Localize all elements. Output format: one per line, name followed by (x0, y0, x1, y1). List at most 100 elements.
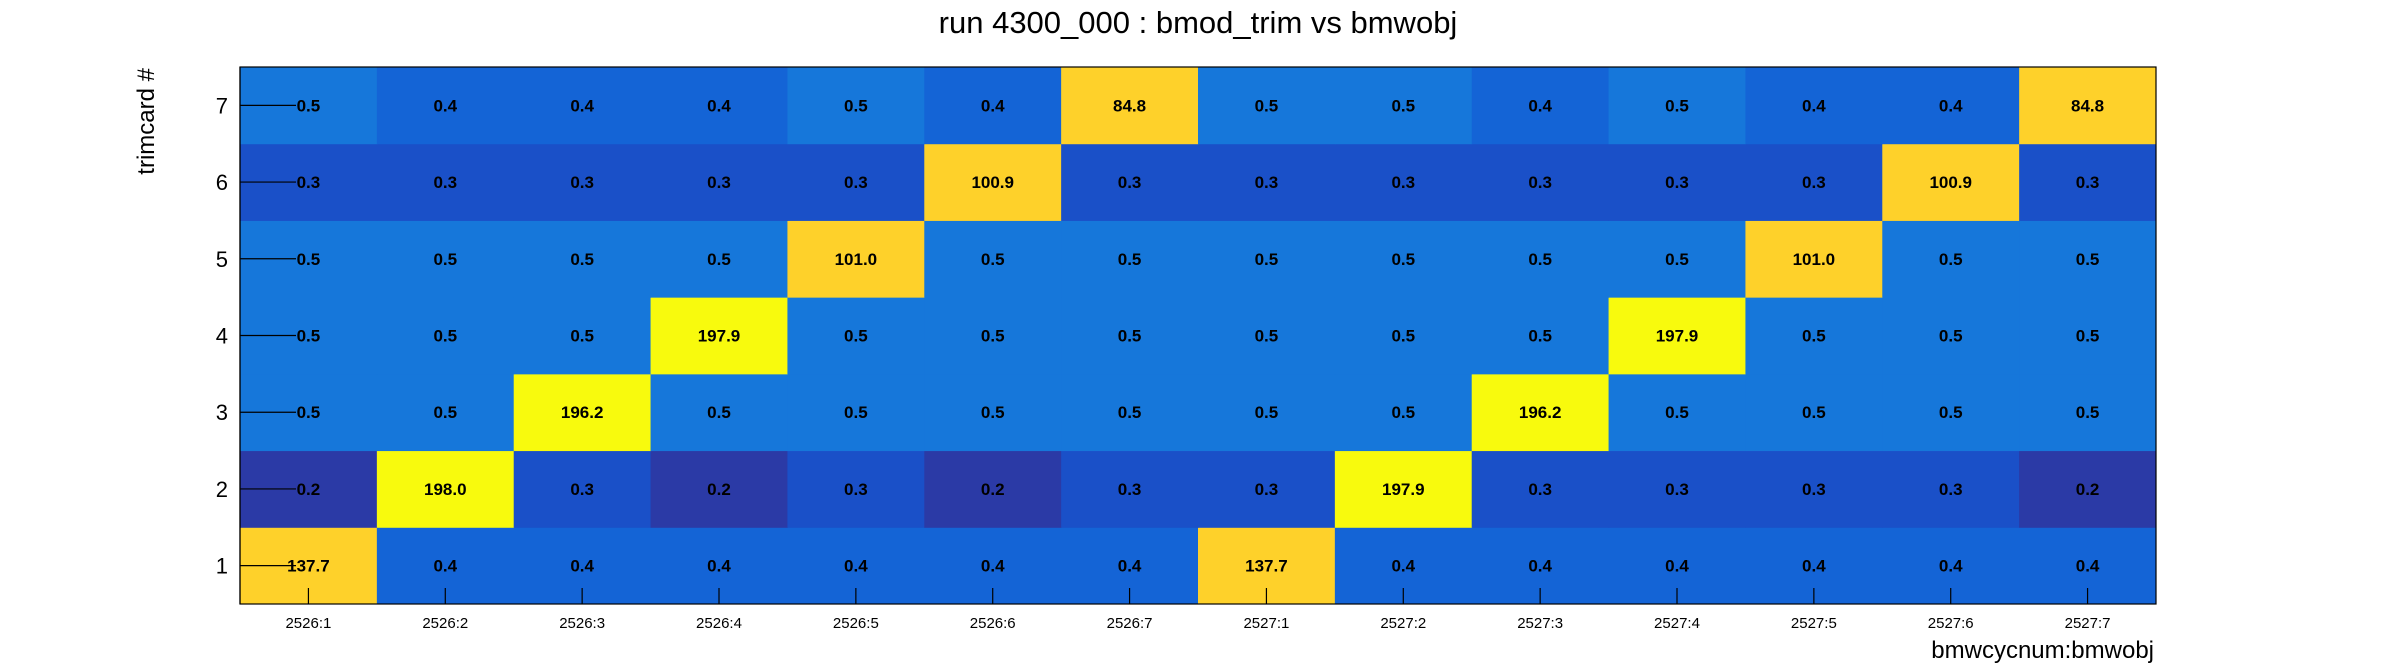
heatmap-cell (1882, 450, 2020, 528)
cell-value-label: 0.4 (1939, 557, 1963, 576)
cell-value-label: 0.4 (1528, 557, 1552, 576)
heatmap-cell (1198, 143, 1336, 221)
heatmap-cell (787, 220, 925, 298)
heatmap-cell (924, 67, 1062, 145)
x-tick-label: 2526:6 (970, 615, 1016, 632)
cell-value-label: 0.4 (707, 557, 731, 576)
cell-value-label: 0.3 (1118, 480, 1142, 499)
heatmap-cell (1334, 143, 1473, 221)
cell-value-label: 0.2 (707, 480, 731, 499)
x-tick-label: 2527:2 (1380, 615, 1426, 632)
cell-value-label: 0.3 (2076, 173, 2100, 192)
cell-value-label: 0.5 (433, 250, 457, 269)
cell-value-label: 0.5 (981, 403, 1005, 422)
heatmap-cell (1334, 450, 1473, 528)
heatmap-cell (1608, 373, 1746, 452)
heatmap-cell (924, 297, 1062, 375)
cell-value-label: 197.9 (698, 327, 741, 346)
heatmap-cell (1061, 67, 1199, 145)
cell-value-label: 0.5 (1802, 327, 1826, 346)
heatmap-cell (1745, 450, 1883, 528)
cell-value-label: 137.7 (287, 557, 330, 576)
x-axis: 2526:1 2526:2 2526:3 2526:4 2526:5 2526:6 2526… (285, 588, 2111, 632)
heatmap-cell (2019, 143, 2157, 221)
heatmap-cell (2019, 450, 2157, 528)
y-tick-label: 1 (216, 554, 228, 579)
plot-frame (239, 66, 2157, 605)
cell-value-label: 0.5 (1939, 327, 1963, 346)
heatmap-cell (513, 220, 652, 298)
heatmap-cell (650, 67, 788, 145)
cell-value-label: 0.5 (981, 327, 1005, 346)
heatmap-cell (1882, 220, 2020, 298)
cell-value-label: 0.5 (1391, 96, 1415, 115)
heatmap-cell (1608, 450, 1746, 528)
cell-value-label: 0.3 (1802, 173, 1826, 192)
cell-value-label: 0.3 (297, 173, 321, 192)
heatmap-cell (1061, 220, 1199, 298)
cell-value-label: 0.5 (707, 250, 731, 269)
cell-value-label: 0.3 (1528, 173, 1552, 192)
cell-value-label: 0.4 (1118, 557, 1142, 576)
cell-value-label: 0.5 (707, 403, 731, 422)
cell-value-label: 0.3 (1391, 173, 1415, 192)
cell-value-label: 0.5 (1391, 327, 1415, 346)
heatmap-cell (924, 220, 1062, 298)
heatmap-cell (2019, 220, 2157, 298)
cell-value-label: 84.8 (2071, 96, 2104, 115)
cell-value-label: 0.3 (1255, 173, 1279, 192)
cell-value-label: 0.4 (1528, 96, 1552, 115)
cell-value-label: 0.4 (1665, 557, 1689, 576)
cell-value-label: 0.4 (1802, 557, 1826, 576)
cell-value-label: 0.3 (1118, 173, 1142, 192)
heatmap-cell (1745, 373, 1883, 452)
cell-value-label: 0.4 (1939, 96, 1963, 115)
cell-value-label: 0.4 (570, 557, 594, 576)
cell-value-label: 0.2 (297, 480, 321, 499)
heatmap-cell (1745, 297, 1883, 375)
heatmap-cell (513, 450, 652, 528)
cell-value-label: 0.3 (1665, 173, 1689, 192)
heatmap-cell (1745, 220, 1883, 298)
cell-value-label: 0.4 (433, 557, 457, 576)
heatmap-cell (1608, 297, 1746, 375)
heatmap-cell (376, 373, 515, 452)
cell-value-label: 0.5 (1665, 250, 1689, 269)
heatmap-cell (787, 450, 925, 528)
cell-value-label: 0.5 (297, 96, 321, 115)
heatmap-cell (376, 67, 515, 145)
cell-value-label: 0.5 (1391, 403, 1415, 422)
cell-value-label: 0.5 (1118, 403, 1142, 422)
heatmap-cell (787, 373, 925, 452)
heatmap-cell (924, 450, 1062, 528)
heatmap-cell (1471, 373, 1610, 452)
cell-value-label: 101.0 (1793, 250, 1836, 269)
cell-value-label: 0.5 (844, 96, 868, 115)
cell-value-label: 0.3 (844, 480, 868, 499)
heatmap-cell (1061, 373, 1199, 452)
y-axis-title: trimcard # (133, 67, 160, 174)
cell-value-label: 101.0 (835, 250, 878, 269)
cell-value-label: 0.3 (707, 173, 731, 192)
x-tick-label: 2526:3 (559, 615, 605, 632)
y-tick-label: 2 (216, 477, 228, 502)
heatmap-cell (787, 297, 925, 375)
heatmap-cell (1608, 67, 1746, 145)
cell-value-label: 0.5 (844, 403, 868, 422)
cell-value-label: 0.2 (981, 480, 1005, 499)
heatmap-cell (1471, 297, 1610, 375)
cell-value-label: 0.4 (844, 557, 868, 576)
heatmap-cell (650, 297, 788, 375)
heatmap-cell (1882, 67, 2020, 145)
cell-value-label: 196.2 (561, 403, 604, 422)
y-tick-label: 7 (216, 93, 228, 118)
heatmap-cell (1882, 297, 2020, 375)
heatmap-cell (924, 373, 1062, 452)
x-tick-label: 2527:6 (1928, 615, 1974, 632)
cell-value-label: 0.5 (1255, 327, 1279, 346)
heatmap-cell (787, 67, 925, 145)
y-tick-label: 4 (216, 324, 228, 349)
cell-value-label: 0.5 (1118, 250, 1142, 269)
heatmap-cell (1198, 67, 1336, 145)
chart-title: run 4300_000 : bmod_trim vs bmwobj (939, 5, 1458, 40)
